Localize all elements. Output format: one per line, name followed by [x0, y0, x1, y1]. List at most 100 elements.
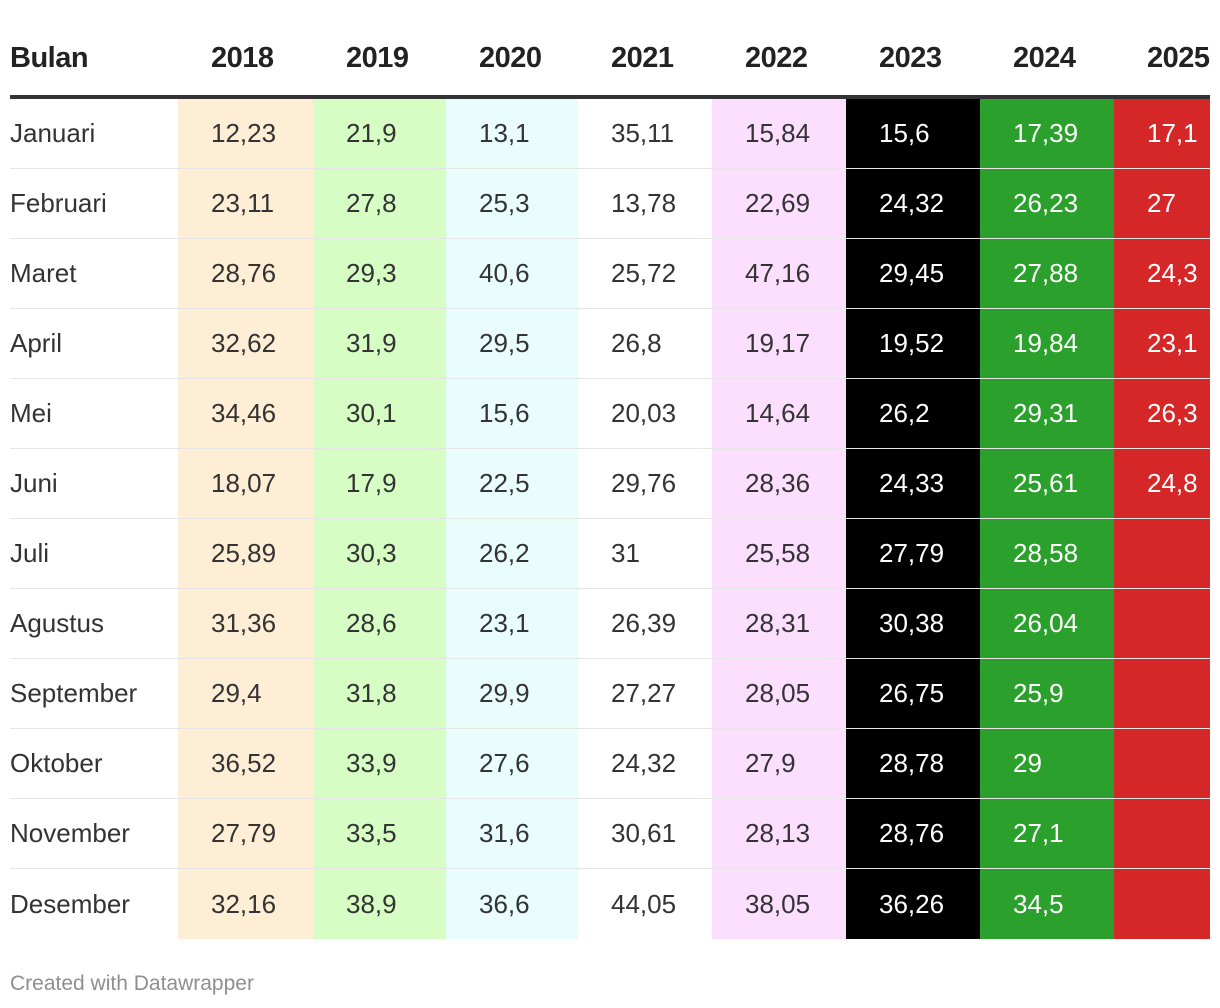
value-cell-2025 [1114, 658, 1210, 729]
value-cell-2022: 14,64 [712, 378, 846, 449]
value-cell-2018: 32,62 [178, 308, 313, 379]
month-cell: Mei [10, 378, 178, 449]
value-cell-2025: 26,3 [1114, 378, 1210, 449]
value-cell-2023: 30,38 [846, 588, 980, 659]
value-cell-2021: 44,05 [578, 868, 712, 939]
value-cell-2023: 19,52 [846, 308, 980, 379]
value-cell-2023: 15,6 [846, 97, 980, 169]
month-cell: Februari [10, 168, 178, 239]
value-cell-2024: 27,1 [980, 798, 1114, 869]
value-cell-2024: 28,58 [980, 518, 1114, 589]
month-cell: November [10, 798, 178, 869]
value-cell-2023: 28,78 [846, 728, 980, 799]
value-cell-2025: 24,3 [1114, 238, 1210, 309]
value-cell-2025 [1114, 798, 1210, 869]
column-header-2022: 2022 [712, 0, 846, 99]
table-row: Oktober 36,52 33,9 27,6 24,32 27,9 28,78 29 [10, 728, 1210, 799]
value-cell-2018: 23,11 [178, 168, 313, 239]
value-cell-2024: 19,84 [980, 308, 1114, 379]
value-cell-2019: 29,3 [313, 238, 446, 309]
value-cell-2024: 34,5 [980, 868, 1114, 939]
value-cell-2024: 17,39 [980, 97, 1114, 169]
value-cell-2020: 22,5 [446, 448, 578, 519]
value-cell-2022: 19,17 [712, 308, 846, 379]
value-cell-2018: 34,46 [178, 378, 313, 449]
value-cell-2023: 36,26 [846, 868, 980, 939]
value-cell-2022: 15,84 [712, 97, 846, 169]
value-cell-2024: 25,61 [980, 448, 1114, 519]
value-cell-2020: 31,6 [446, 798, 578, 869]
value-cell-2019: 27,8 [313, 168, 446, 239]
value-cell-2019: 33,5 [313, 798, 446, 869]
value-cell-2022: 25,58 [712, 518, 846, 589]
value-cell-2021: 30,61 [578, 798, 712, 869]
value-cell-2019: 28,6 [313, 588, 446, 659]
value-cell-2025: 23,1 [1114, 308, 1210, 379]
value-cell-2023: 27,79 [846, 518, 980, 589]
value-cell-2018: 25,89 [178, 518, 313, 589]
value-cell-2023: 24,32 [846, 168, 980, 239]
value-cell-2022: 28,05 [712, 658, 846, 729]
value-cell-2018: 18,07 [178, 448, 313, 519]
column-header-2018: 2018 [178, 0, 313, 99]
value-cell-2021: 35,11 [578, 97, 712, 169]
column-header-2019: 2019 [313, 0, 446, 99]
value-cell-2018: 28,76 [178, 238, 313, 309]
data-table-container: Bulan 2018 2019 2020 2021 2022 2023 2024 2025 Ja… [10, 0, 1210, 939]
value-cell-2019: 31,9 [313, 308, 446, 379]
value-cell-2022: 28,36 [712, 448, 846, 519]
value-cell-2019: 31,8 [313, 658, 446, 729]
value-cell-2023: 26,75 [846, 658, 980, 729]
value-cell-2023: 29,45 [846, 238, 980, 309]
value-cell-2020: 36,6 [446, 868, 578, 939]
value-cell-2024: 26,04 [980, 588, 1114, 659]
column-header-label: 2022 [745, 42, 808, 74]
value-cell-2021: 26,39 [578, 588, 712, 659]
value-cell-2018: 32,16 [178, 868, 313, 939]
value-cell-2025 [1114, 868, 1210, 939]
column-header-2025: 2025 [1114, 0, 1210, 99]
value-cell-2021: 29,76 [578, 448, 712, 519]
value-cell-2021: 13,78 [578, 168, 712, 239]
value-cell-2025: 24,8 [1114, 448, 1210, 519]
value-cell-2023: 26,2 [846, 378, 980, 449]
column-header-label: Bulan [10, 42, 89, 74]
column-header-label: 2024 [1013, 42, 1076, 74]
footer-credit: Created with Datawrapper [10, 972, 254, 995]
value-cell-2022: 27,9 [712, 728, 846, 799]
value-cell-2018: 29,4 [178, 658, 313, 729]
value-cell-2022: 38,05 [712, 868, 846, 939]
month-cell: Maret [10, 238, 178, 309]
table-row: Desember 32,16 38,9 36,6 44,05 38,05 36,26 34,5 [10, 868, 1210, 939]
value-cell-2020: 27,6 [446, 728, 578, 799]
value-cell-2020: 29,5 [446, 308, 578, 379]
value-cell-2021: 25,72 [578, 238, 712, 309]
value-cell-2024: 29,31 [980, 378, 1114, 449]
column-header-label: 2018 [211, 42, 274, 74]
value-cell-2018: 31,36 [178, 588, 313, 659]
table-row: Agustus 31,36 28,6 23,1 26,39 28,31 30,38 26,04 [10, 588, 1210, 659]
column-header-2024: 2024 [980, 0, 1114, 99]
value-cell-2023: 24,33 [846, 448, 980, 519]
value-cell-2025 [1114, 518, 1210, 589]
value-cell-2022: 22,69 [712, 168, 846, 239]
table-row: April 32,62 31,9 29,5 26,8 19,17 19,52 19,84 23,… [10, 308, 1210, 379]
header-row: Bulan 2018 2019 2020 2021 2022 2023 2024 2025 [10, 0, 1210, 99]
value-cell-2025: 27 [1114, 168, 1210, 239]
value-cell-2020: 15,6 [446, 378, 578, 449]
value-cell-2024: 27,88 [980, 238, 1114, 309]
column-header-2020: 2020 [446, 0, 578, 99]
value-cell-2022: 28,13 [712, 798, 846, 869]
table-row: November 27,79 33,5 31,6 30,61 28,13 28,76 27,1 [10, 798, 1210, 869]
month-cell: Juni [10, 448, 178, 519]
column-header-label: 2020 [479, 42, 542, 74]
value-cell-2022: 28,31 [712, 588, 846, 659]
value-cell-2018: 12,23 [178, 97, 313, 169]
month-cell: Juli [10, 518, 178, 589]
table-row: Juli 25,89 30,3 26,2 31 25,58 27,79 28,58 [10, 518, 1210, 589]
table-row: Februari 23,11 27,8 25,3 13,78 22,69 24,32 26,2… [10, 168, 1210, 239]
table-header: Bulan 2018 2019 2020 2021 2022 2023 2024 2025 [10, 0, 1210, 99]
value-cell-2022: 47,16 [712, 238, 846, 309]
value-cell-2024: 29 [980, 728, 1114, 799]
value-cell-2025: 17,1 [1114, 97, 1210, 169]
